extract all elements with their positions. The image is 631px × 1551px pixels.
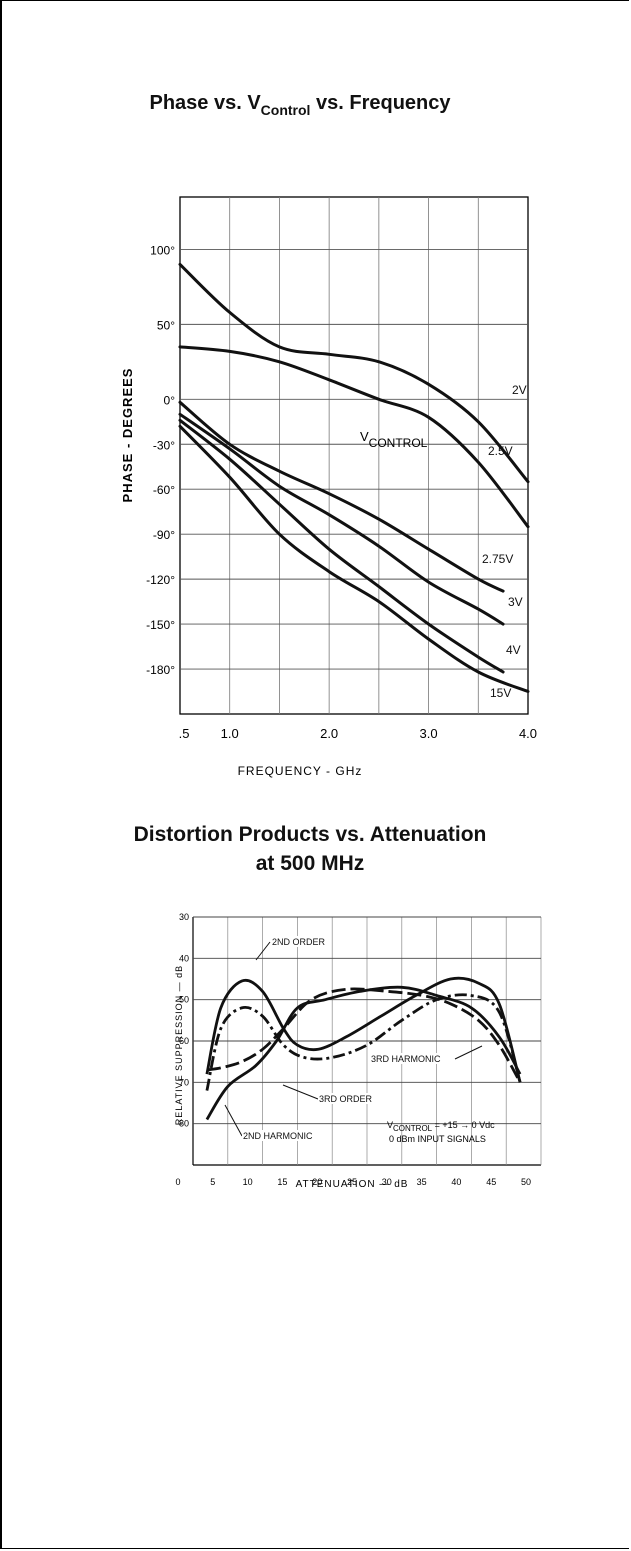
distortion-curve-label: 2ND HARMONIC [243,1131,313,1141]
distortion-curve-3rd-harmonic [206,987,522,1083]
phase-chart-xtick-label: 3.0 [420,726,438,741]
distortion-chart-vcontrol-v: V [387,1120,393,1130]
phase-chart-ylabel: PHASE - DEGREES [120,368,135,503]
distortion-chart-vcontrol-sub: CONTROL [393,1124,433,1133]
distortion-chart-xtick-label: 40 [451,1177,461,1187]
phase-chart: 2V 2.5V 2.75V 3V 4V 15V 100° 50° 0° -30° -60° -90°… [120,196,537,778]
distortion-chart-ytick-label: 70 [179,1077,189,1087]
distortion-curve-label: 3RD HARMONIC [371,1054,441,1064]
distortion-chart-xlabel: ATTENUATION — dB [296,1179,409,1190]
distortion-chart-xtick-label: 30 [382,1177,392,1187]
distortion-chart-input-signals: 0 dBm INPUT SIGNALS [389,1134,486,1144]
phase-chart-ytick-label: -120° [146,573,175,587]
distortion-curve-leader [224,1104,243,1137]
distortion-chart-ticks: 30 40 50 60 70 80 0 5 10 15 20 25 30 35 40 45 50 [175,912,531,1187]
distortion-curve-label: 3RD ORDER [319,1094,373,1104]
phase-chart-ytick-label: -60° [153,483,175,497]
phase-chart-xtick-label: 2.0 [320,726,338,741]
phase-curve-label: 15V [490,686,511,700]
distortion-chart-xtick-label: 10 [243,1177,253,1187]
chart1-title: Phase vs. VControl vs. Frequency [0,92,600,118]
distortion-chart-xtick-label: 25 [347,1177,357,1187]
phase-chart-grid [179,196,529,715]
distortion-curve-leader [454,1045,483,1060]
phase-chart-xlabel: FREQUENCY - GHz [238,764,363,778]
phase-chart-ytick-label: 0° [164,393,176,407]
phase-curve-2-75v [178,400,505,593]
phase-chart-ticks: 100° 50° 0° -30° -60° -90° -120° -150° -180° .5 1.… [146,243,537,741]
phase-chart-ytick-label: -180° [146,663,175,677]
phase-chart-ytick-label: -30° [153,438,175,452]
distortion-curve-leader [282,1084,319,1100]
distortion-curve-label: 2ND ORDER [272,937,326,947]
phase-curve-2-5v [178,345,530,529]
phase-chart-xtick-label: .5 [179,726,190,741]
phase-chart-ytick-label: 100° [150,243,175,257]
distortion-chart-xtick-label: 15 [277,1177,287,1187]
distortion-chart-vcontrol-tail: = +15 → 0 Vdc [432,1120,495,1130]
distortion-curve-2nd-order [205,976,522,1083]
phase-chart-xtick-label: 1.0 [221,726,239,741]
distortion-chart-ytick-label: 50 [179,995,189,1005]
distortion-chart-xtick-label: 50 [521,1177,531,1187]
distortion-chart-xtick-label: 20 [312,1177,322,1187]
phase-chart-vcontrol-annotation: VCONTROL [360,429,428,450]
distortion-chart-xtick-label: 0 [175,1177,180,1187]
distortion-curve-2nd-harmonic [205,985,522,1121]
chart2-title-line2: at 500 MHz [255,852,365,875]
distortion-curve-label-bg [370,1053,447,1064]
distortion-chart-xtick-label: 35 [417,1177,427,1187]
distortion-chart-ytick-label: 40 [179,953,189,963]
phase-chart-frame [179,196,529,715]
distortion-chart-ytick-label: 30 [179,912,189,922]
distortion-chart-series [205,976,522,1121]
chart1-title-tail: vs. Frequency [310,92,451,114]
distortion-chart-grid [192,916,542,1166]
distortion-chart-ytick-label: 80 [179,1119,189,1129]
phase-chart-ytick-label: -150° [146,618,175,632]
phase-curve-label: 2V [512,383,527,397]
distortion-curve-label-bg [318,1093,376,1104]
phase-chart-ytick-label: 50° [157,318,175,332]
phase-curve-4v [178,418,505,674]
distortion-curve-3rd-order [205,993,522,1091]
phase-curve-label: 3V [508,595,523,609]
distortion-chart-xtick-label: 45 [486,1177,496,1187]
distortion-chart-ylabel: RELATIVE SUPPRESSION — dB [174,965,184,1125]
distortion-curve-label-bg [242,1130,319,1141]
phase-chart-series: 2V 2.5V 2.75V 3V 4V 15V [178,262,530,700]
distortion-chart-xtick-label: 5 [210,1177,215,1187]
phase-curve-label: 2.75V [482,552,513,566]
distortion-curve-leader [255,941,271,961]
phase-curve-label: 4V [506,643,521,657]
chart1-title-main: Phase vs. V [149,92,261,114]
distortion-chart-curve-labels: 2ND ORDER 3RD ORDER 2ND HARMONIC 3RD HARMON… [224,936,483,1141]
chart1-title-sub: Control [260,102,311,118]
phase-chart-vcontrol-sub: CONTROL [369,436,428,450]
phase-curve-3v [178,412,505,626]
distortion-chart-vcontrol: VCONTROL = +15 → 0 Vdc [387,1120,495,1133]
phase-chart-vcontrol-v: V [360,429,369,444]
distortion-curve-label-bg [271,936,329,947]
phase-chart-ytick-label: -90° [153,528,175,542]
phase-curve-label: 2.5V [488,444,513,458]
distortion-chart-ytick-label: 60 [179,1036,189,1046]
phase-curve-15v [178,424,530,693]
chart2-title-line1: Distortion Products vs. Attenuation [133,823,487,846]
phase-curve-2v [178,262,530,484]
phase-chart-xtick-label: 4.0 [519,726,537,741]
